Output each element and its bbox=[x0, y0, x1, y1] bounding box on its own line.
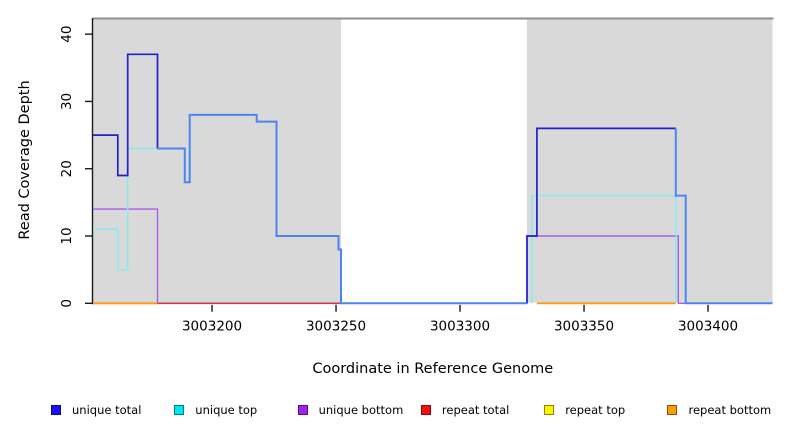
shaded-region-right bbox=[526, 19, 773, 303]
x-tick-label: 3003250 bbox=[306, 318, 366, 334]
series-unique-total-dark-line bbox=[526, 127, 676, 304]
legend-item: unique top bbox=[174, 403, 297, 417]
y-tick-label: 40 bbox=[59, 26, 75, 43]
series-unique-total-dark-line bbox=[93, 53, 159, 177]
legend-item-label: unique total bbox=[72, 403, 142, 417]
shaded-region-left bbox=[93, 19, 341, 303]
legend-swatch-icon bbox=[544, 405, 555, 415]
legend-item-label: repeat top bbox=[565, 403, 626, 417]
series-unique-total-line bbox=[674, 128, 773, 305]
legend-item-label: unique top bbox=[195, 403, 258, 417]
x-tick-label: 3003350 bbox=[554, 318, 614, 334]
y-tick-label: 10 bbox=[59, 227, 75, 244]
legend-swatch-icon bbox=[420, 405, 431, 415]
x-axis-title: Coordinate in Reference Genome bbox=[312, 361, 553, 377]
legend-swatch-icon bbox=[174, 405, 185, 415]
legend-item-label: repeat total bbox=[441, 403, 510, 417]
y-tick-label: 20 bbox=[59, 160, 75, 177]
legend-item: repeat total bbox=[420, 403, 544, 417]
legend-item: repeat top bbox=[544, 403, 667, 417]
legend-swatch-icon bbox=[297, 405, 308, 415]
legend-item-label: unique bottom bbox=[318, 403, 404, 417]
legend-item-label: repeat bottom bbox=[688, 403, 772, 417]
y-tick-label: 0 bbox=[59, 299, 75, 308]
legend-item: repeat bottom bbox=[667, 403, 790, 417]
legend-swatch-icon bbox=[51, 405, 61, 415]
legend-item: unique total bbox=[51, 403, 174, 417]
x-tick-label: 3003200 bbox=[182, 318, 242, 334]
series-unique-total-line bbox=[157, 113, 527, 305]
series-unique-top-line bbox=[93, 147, 158, 271]
x-tick-label: 3003400 bbox=[678, 318, 738, 334]
y-axis-title: Read Coverage Depth bbox=[17, 80, 33, 239]
chart-legend: unique total unique top unique bottom re… bbox=[51, 399, 791, 421]
legend-swatch-icon bbox=[667, 405, 678, 415]
series-unique-top-line bbox=[531, 194, 677, 304]
x-tick-label: 3003300 bbox=[430, 318, 490, 334]
y-tick-label: 30 bbox=[59, 93, 75, 110]
legend-item: unique bottom bbox=[297, 403, 421, 417]
series-unique-bottom-line bbox=[93, 208, 159, 304]
